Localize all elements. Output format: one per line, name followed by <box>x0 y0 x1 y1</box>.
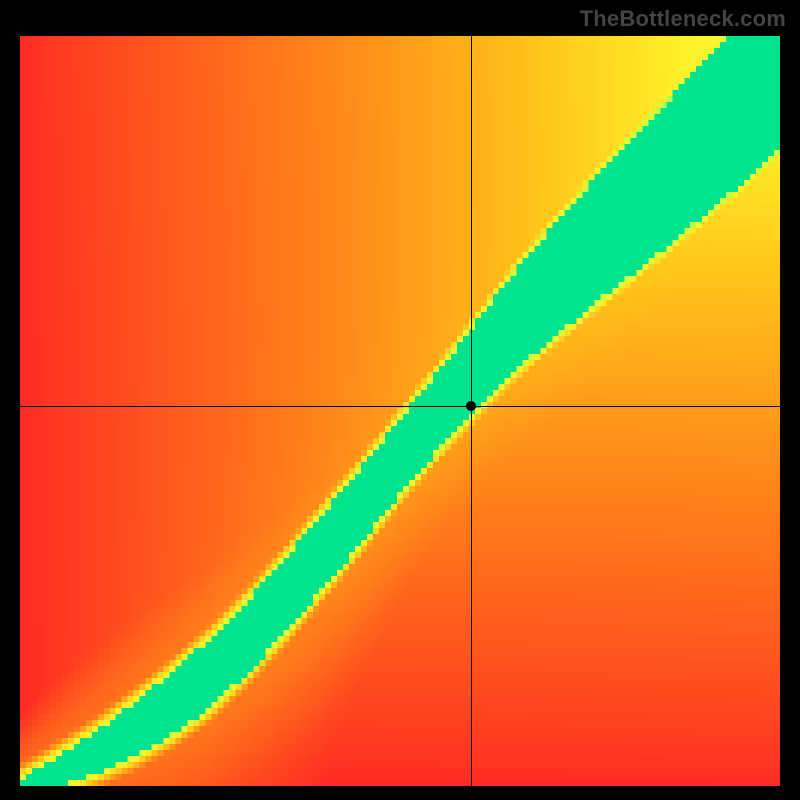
crosshair-horizontal <box>20 406 780 407</box>
heatmap-canvas <box>20 36 780 786</box>
heatmap-chart <box>20 36 780 786</box>
crosshair-marker <box>466 401 476 411</box>
crosshair-vertical <box>471 36 472 786</box>
attribution-text: TheBottleneck.com <box>580 6 786 32</box>
page-container: TheBottleneck.com <box>0 0 800 800</box>
